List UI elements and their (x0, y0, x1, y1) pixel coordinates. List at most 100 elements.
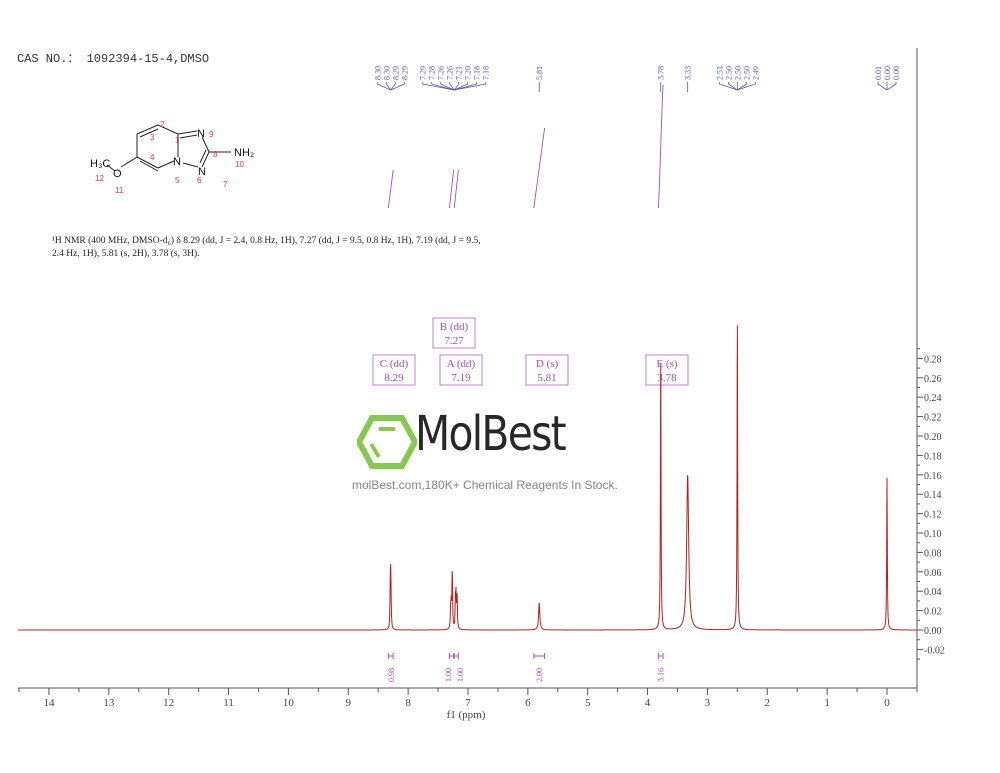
atom-number: 5 (175, 176, 180, 185)
integral-bracket (387, 653, 394, 659)
watermark-tagline: molBest.com,180K+ Chemical Reagents In S… (352, 478, 618, 492)
y-tick-label: 0.24 (924, 393, 942, 404)
y-tick-label: 0.28 (924, 354, 942, 365)
watermark: MolBest molBest.com,180K+ Chemical Reage… (352, 406, 655, 502)
multiplet-shift: 7.27 (444, 335, 464, 347)
multiplet-shift: 8.29 (384, 372, 404, 384)
atom-number: 10 (235, 160, 244, 169)
integral-curve (657, 84, 664, 209)
peak-label: 3.78 (657, 66, 666, 80)
multiplet-label: D (s) (536, 358, 559, 370)
peak-label-connector (390, 82, 396, 91)
peak-label: 7.18 (473, 66, 482, 80)
x-tick-label: 4 (645, 697, 651, 709)
peak-label: 7.28 (428, 66, 437, 80)
y-tick-label: 0.00 (924, 626, 942, 637)
peak-label: 2.50 (742, 66, 751, 80)
integral-bracket (448, 653, 455, 659)
peak-label-connector (454, 82, 478, 91)
peak-label-connector (422, 82, 455, 91)
peak-label-connector (886, 82, 897, 91)
peak-label-connector (431, 82, 455, 91)
x-tick-label: 13 (103, 697, 115, 709)
x-tick-label: 2 (765, 697, 771, 709)
peak-label-connector (727, 82, 738, 91)
x-tick-label: 10 (283, 697, 295, 709)
molbest-logo-icon (357, 415, 417, 469)
atom-o: O (113, 168, 122, 180)
peak-label: 0.00 (892, 66, 901, 80)
atom-number: 4 (150, 153, 155, 162)
peak-label: 7.18 (482, 66, 491, 80)
multiplet-label: B (dd) (440, 321, 469, 333)
atom-n7: N (198, 166, 206, 178)
peak-label: 2.50 (724, 66, 733, 80)
atom-number: 2 (160, 120, 165, 129)
atom-number: 11 (115, 186, 124, 195)
peak-label: 2.50 (733, 66, 742, 80)
peak-label-connector (454, 82, 487, 91)
peak-label-connector (390, 82, 405, 91)
atom-number: 1 (175, 136, 180, 145)
y-tick-label: 0.12 (924, 510, 942, 521)
y-tick-label: 0.04 (924, 587, 942, 598)
peak-label: 7.26 (437, 66, 446, 80)
peak-label-connector (453, 82, 460, 91)
peak-label-connector (440, 82, 455, 91)
atom-number: 3 (150, 133, 155, 142)
integral-value: 1.00 (456, 668, 465, 682)
multiplet-box (372, 354, 416, 386)
x-tick-label: 3 (705, 697, 711, 709)
x-tick-label: 8 (405, 697, 411, 709)
multiplet-shift: 7.19 (451, 372, 471, 384)
x-tick-label: 12 (163, 697, 174, 709)
multiplet-label: C (dd) (380, 358, 409, 370)
x-tick-label: 14 (43, 697, 55, 709)
atom-number: 9 (209, 130, 214, 139)
multiplet-box (525, 354, 569, 386)
integral-value: 0.98 (387, 668, 396, 682)
peak-label: 8.29 (400, 66, 409, 80)
x-tick-label: 0 (884, 697, 890, 709)
x-axis-label: f1 (ppm) (447, 709, 486, 721)
integral-bracket (453, 653, 459, 659)
spectrum-line (18, 325, 917, 631)
peak-label-connector (449, 82, 455, 91)
atom-number: 12 (95, 174, 104, 183)
y-tick-label: 0.16 (924, 471, 942, 482)
atom-nh2: NH₂ (234, 147, 254, 159)
multiplet-label: A (dd) (447, 358, 476, 370)
y-tick-label: 0.20 (924, 432, 942, 443)
peak-label: 7.26 (446, 66, 455, 80)
y-tick-label: 0.22 (924, 413, 942, 424)
y-tick-label: 0.26 (924, 374, 942, 385)
nmr-description: ¹H NMR (400 MHz, DMSO-d₆) δ 8.29 (dd, J … (52, 236, 481, 259)
y-tick-label: 0.06 (924, 568, 942, 579)
watermark-brand: MolBest (415, 406, 567, 462)
multiplet-box (645, 354, 689, 386)
peak-label-connector (877, 82, 888, 91)
atom-n9: N (197, 128, 205, 140)
peak-label-connector (385, 82, 392, 91)
y-tick-label: 0.14 (924, 490, 942, 501)
multiplet-shift: 3.78 (657, 372, 677, 384)
peak-label-connector (376, 82, 391, 91)
integral-value: 2.00 (535, 668, 544, 682)
x-tick-label: 9 (346, 697, 352, 709)
peak-label: 0.01 (874, 66, 883, 80)
atom-number: 6 (197, 176, 202, 185)
y-tick-label: 0.18 (924, 451, 942, 462)
multiplet-box (439, 354, 483, 386)
atom-number: 8 (213, 150, 218, 159)
integral-value: 1.00 (444, 668, 453, 682)
peak-label: 8.29 (391, 66, 400, 80)
peak-label: 2.49 (751, 66, 760, 80)
x-tick-label: 11 (223, 697, 234, 709)
peak-label-connector (718, 82, 738, 91)
molecule-structure: N N N NH₂ O H₃C 1 2 3 4 5 6 7 8 9 10 11 … (90, 120, 254, 195)
peak-label: 5.81 (535, 66, 544, 80)
peak-label: 0.00 (883, 66, 892, 80)
x-tick-label: 6 (525, 697, 531, 709)
peak-label-connector (454, 82, 469, 91)
